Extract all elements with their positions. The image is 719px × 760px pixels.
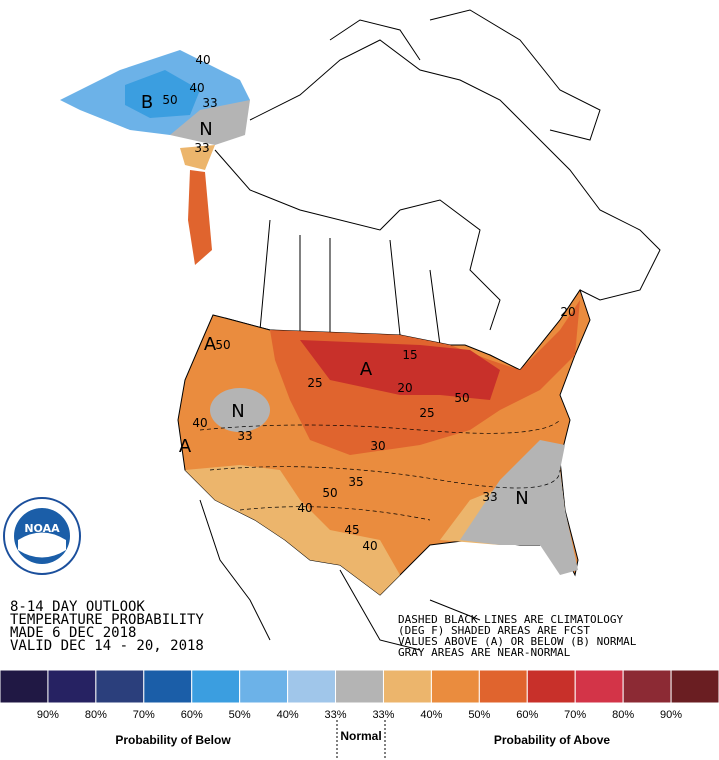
- header-line: TEMPERATURE PROBABILITY: [10, 612, 204, 628]
- header-line: 8-14 DAY OUTLOOK: [10, 599, 145, 615]
- legend-above-title: Probability of Above: [494, 733, 611, 747]
- legend-label: 90%: [37, 709, 59, 721]
- map-label: 20: [397, 381, 412, 395]
- legend-swatch: [478, 669, 528, 704]
- map-label: N: [231, 401, 244, 422]
- legend-label: 50%: [468, 709, 490, 721]
- legend-swatch: [0, 669, 49, 704]
- map-label: A: [360, 359, 373, 380]
- map-label: 33: [194, 141, 209, 155]
- map-label: 45: [344, 523, 359, 537]
- map-label: 50: [322, 486, 337, 500]
- canada-coast: [249, 39, 661, 301]
- legend-swatch: [382, 669, 432, 704]
- legend-swatch: [191, 669, 241, 704]
- legend-label: 60%: [516, 709, 538, 721]
- map-label: A: [204, 334, 217, 355]
- header-line: VALID DEC 14 - 20, 2018: [10, 638, 204, 654]
- logo-text: NOAA: [24, 522, 60, 535]
- above-60-area: [188, 170, 212, 265]
- legend-swatch: [430, 669, 480, 704]
- map-label: 33: [237, 429, 252, 443]
- above-40-area: [180, 145, 215, 170]
- normal-area: [210, 388, 270, 432]
- map-label: N: [515, 488, 528, 509]
- map-label: 40: [362, 539, 377, 553]
- map-label: 40: [297, 501, 312, 515]
- climatology-lines: [199, 419, 561, 521]
- legend-swatch: [670, 669, 719, 704]
- map-label: 33: [482, 490, 497, 504]
- legend-label: 70%: [133, 709, 155, 721]
- legend-swatch: [95, 669, 145, 704]
- legend-swatch: [287, 669, 337, 704]
- map-label: 40: [192, 416, 207, 430]
- above-40-area: [185, 465, 400, 595]
- map-label: 33: [202, 96, 217, 110]
- legend-label: 33%: [372, 709, 394, 721]
- note-line: VALUES ABOVE (A) OR BELOW (B) NORMAL: [398, 635, 637, 648]
- legend-swatch: [335, 669, 384, 704]
- map-label: A: [179, 436, 192, 457]
- legend-label: 70%: [564, 709, 586, 721]
- legend-label: 80%: [85, 709, 107, 721]
- legend-label: 50%: [229, 709, 251, 721]
- above-70-area: [300, 340, 500, 400]
- legend-label: 60%: [181, 709, 203, 721]
- legend-below-title: Probability of Below: [115, 733, 231, 747]
- note-line: (DEG F) SHADED AREAS ARE FCST: [398, 624, 590, 637]
- map-label: 25: [307, 376, 322, 390]
- map-label: 20: [560, 305, 575, 319]
- legend-swatch: [143, 669, 193, 704]
- isotherm: [199, 419, 561, 521]
- map-label: 40: [195, 53, 210, 67]
- map-label: N: [199, 119, 212, 140]
- normal-area: [460, 440, 578, 575]
- legend-label: 40%: [420, 709, 442, 721]
- mexico-coast: [199, 499, 481, 651]
- map-label: 30: [370, 439, 385, 453]
- map-label: B: [141, 92, 153, 113]
- map-label: 50: [162, 93, 177, 107]
- header-line: MADE 6 DEC 2018: [10, 625, 136, 641]
- legend-label: 90%: [660, 709, 682, 721]
- legend-label: 40%: [277, 709, 299, 721]
- legend-normal-title: Normal: [340, 729, 381, 743]
- below-50-area: [125, 70, 200, 118]
- legend-swatch: [622, 669, 672, 704]
- map-label: 40: [189, 81, 204, 95]
- province-borders: [214, 149, 441, 346]
- map-label: 35: [348, 475, 363, 489]
- legend-swatch: [574, 669, 624, 704]
- map-label: 15: [402, 348, 417, 362]
- arctic-islands: [329, 9, 601, 141]
- map-label: 50: [454, 391, 469, 405]
- note-line: GRAY AREAS ARE NEAR-NORMAL: [398, 646, 571, 659]
- map-label: 50: [215, 338, 230, 352]
- logo-gull: [18, 532, 66, 558]
- normal-area: [170, 100, 250, 145]
- legend-swatch: [47, 669, 97, 704]
- legend-label: 33%: [325, 709, 347, 721]
- map-label: 25: [419, 406, 434, 420]
- legend-swatch: [526, 669, 576, 704]
- hudson-bay: [399, 199, 501, 331]
- legend-label: 80%: [612, 709, 634, 721]
- legend-swatch: [239, 669, 289, 704]
- note-line: DASHED BLACK LINES ARE CLIMATOLOGY: [398, 613, 624, 626]
